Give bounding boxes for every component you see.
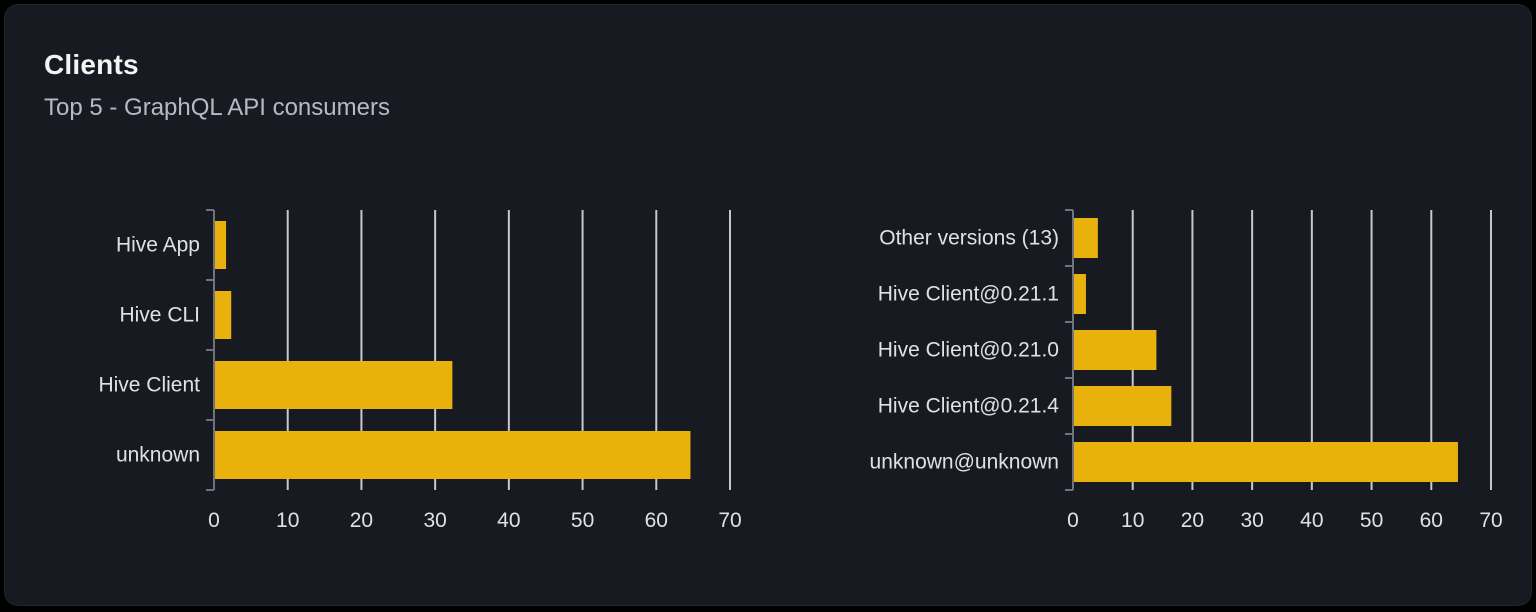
x-tick-label-50: 50 [1360,509,1383,532]
bar-hive-cli[interactable] [215,291,232,339]
bar-unknown[interactable] [215,431,691,479]
x-tick-label-30: 30 [423,509,446,532]
x-tick-label-0: 0 [208,509,220,532]
x-tick-label-60: 60 [645,509,668,532]
x-tick-label-50: 50 [571,509,594,532]
x-tick-label-40: 40 [1300,509,1323,532]
panel-subtitle: Top 5 - GraphQL API consumers [44,94,390,121]
bar-hive-client[interactable] [215,361,453,409]
category-label-hive-client-0-21-0: Hive Client@0.21.0 [878,339,1059,362]
category-label-hive-app: Hive App [116,234,200,257]
x-tick-label-30: 30 [1240,509,1263,532]
x-tick-label-0: 0 [1067,509,1079,532]
bar-hive-app[interactable] [215,221,227,269]
x-tick-label-40: 40 [497,509,520,532]
category-label-hive-client: Hive Client [98,374,200,397]
category-label-hive-client-0-21-1: Hive Client@0.21.1 [878,283,1059,306]
chart-clients-by-name: Hive App Hive CLI Hive Client unknown 0 10 20 3… [98,209,742,532]
bar-other-versions-13[interactable] [1074,218,1098,258]
category-label-hive-cli: Hive CLI [119,304,200,327]
category-label-hive-client-0-21-4: Hive Client@0.21.4 [878,395,1060,418]
bar-unknown-unknown[interactable] [1074,442,1458,482]
bar-hive-client-0-21-1[interactable] [1074,274,1086,314]
category-label-unknown-unknown: unknown@unknown [870,451,1059,474]
x-tick-label-70: 70 [718,509,741,532]
x-tick-label-10: 10 [276,509,299,532]
x-tick-label-10: 10 [1121,509,1144,532]
x-tick-label-60: 60 [1420,509,1443,532]
category-label-unknown: unknown [116,444,200,467]
category-label-other-versions-13: Other versions (13) [879,227,1059,250]
x-tick-label-20: 20 [350,509,373,532]
x-tick-label-70: 70 [1479,509,1502,532]
panel-title: Clients [44,49,139,80]
x-tick-label-20: 20 [1181,509,1204,532]
bar-hive-client-0-21-4[interactable] [1074,386,1172,426]
clients-panel: Clients Top 5 - GraphQL API consumers [4,4,1532,606]
bar-hive-client-0-21-0[interactable] [1074,330,1157,370]
chart-clients-by-version: Other versions (13) Hive Client@0.21.1 Hiv… [870,209,1503,532]
